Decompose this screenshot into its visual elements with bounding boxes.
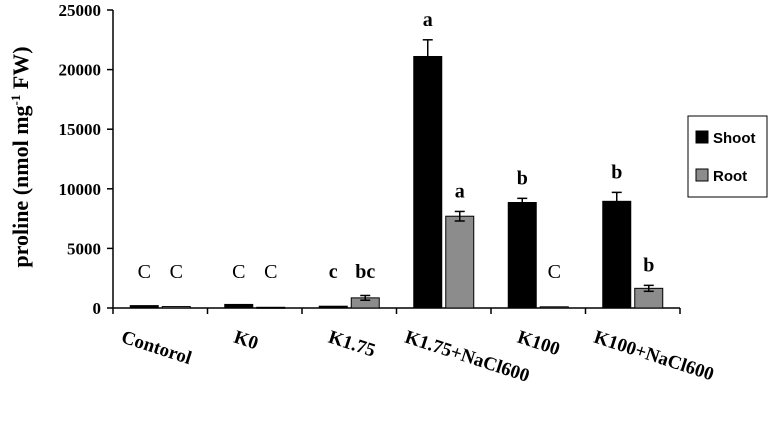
legend-swatch-root <box>695 168 709 182</box>
bar-root <box>445 215 475 309</box>
y-tick-label: 10000 <box>59 180 102 199</box>
y-tick-label: 15000 <box>59 120 102 139</box>
significance-label: b <box>643 254 654 276</box>
category-label: K1.75 <box>326 327 378 362</box>
bar-shoot <box>224 303 254 309</box>
category-label: K100 <box>515 327 563 360</box>
bar-root <box>539 306 569 309</box>
legend-label-root: Root <box>713 168 747 185</box>
legend: Shoot Root <box>687 115 768 198</box>
significance-label: bc <box>355 261 375 283</box>
y-tick-label: 20000 <box>59 61 102 80</box>
bar-shoot <box>413 55 443 309</box>
legend-box <box>687 115 768 198</box>
significance-label: C <box>264 261 277 283</box>
category-label: K100+NaCl600 <box>591 327 716 386</box>
significance-label: b <box>611 161 622 183</box>
legend-swatch-shoot <box>695 130 709 144</box>
significance-label: C <box>548 261 561 283</box>
bar-shoot <box>318 305 348 309</box>
bar-shoot <box>507 202 537 309</box>
y-tick-label: 5000 <box>67 239 101 258</box>
bar-root <box>161 306 191 309</box>
y-tick-label: 0 <box>93 299 102 318</box>
significance-label: a <box>455 180 465 202</box>
significance-label: C <box>138 261 151 283</box>
significance-label: C <box>170 261 183 283</box>
category-label: K1.75+NaCl600 <box>402 327 532 387</box>
bar-shoot <box>602 200 632 309</box>
significance-label: c <box>329 261 338 283</box>
legend-label-shoot: Shoot <box>713 130 756 147</box>
category-label: Contorol <box>119 327 194 369</box>
significance-label: b <box>517 167 528 189</box>
bar-root <box>256 306 286 309</box>
significance-label: a <box>423 9 433 31</box>
significance-label: C <box>232 261 245 283</box>
category-label: K0 <box>231 327 261 354</box>
y-axis-label: proline (nmol mg-1 FW) <box>8 46 33 267</box>
y-tick-label: 25000 <box>59 1 102 20</box>
bar-shoot <box>129 305 159 309</box>
